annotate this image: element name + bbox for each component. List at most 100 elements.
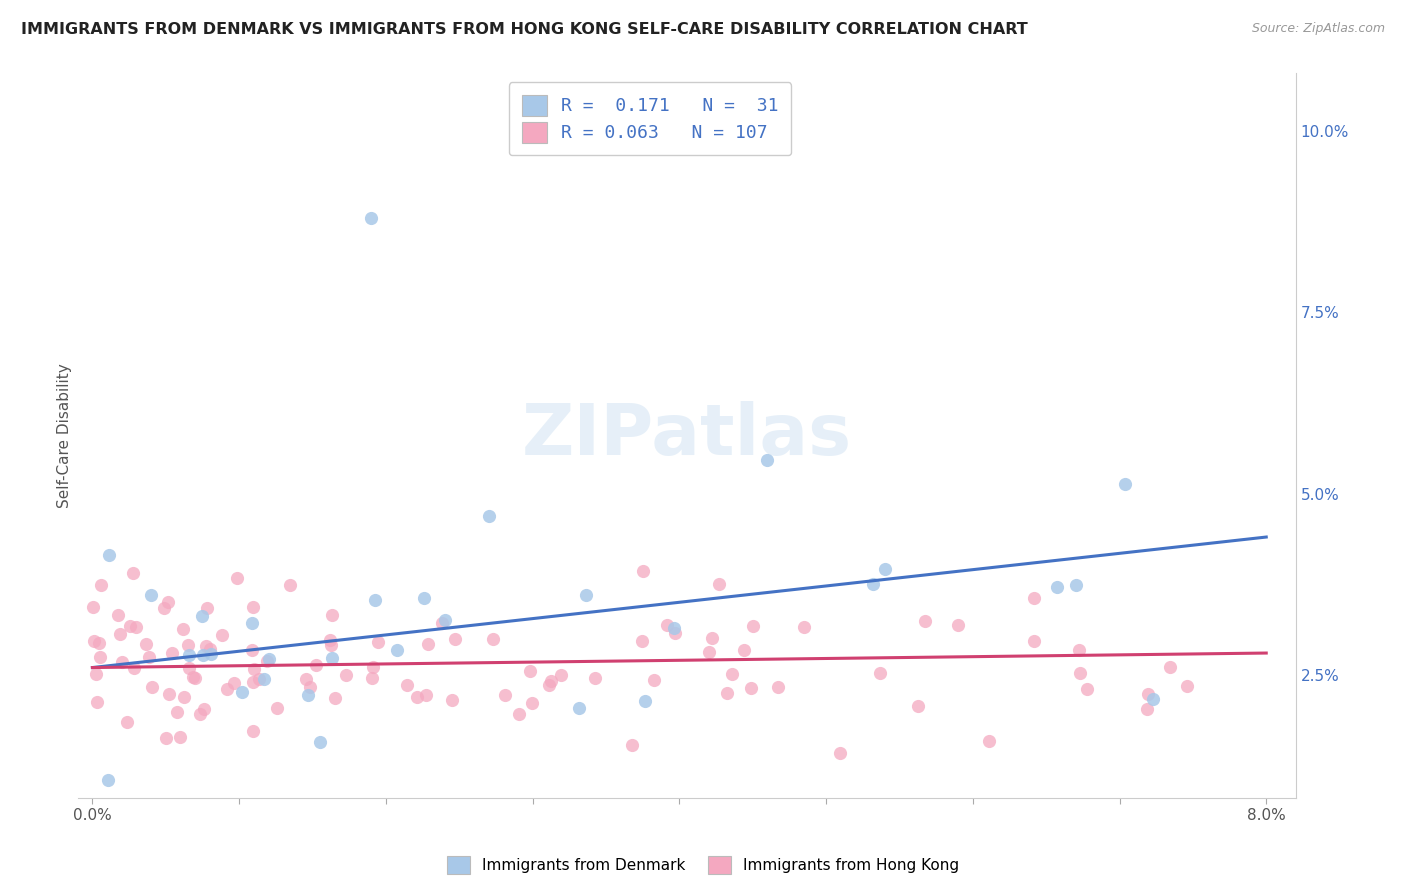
Point <box>141 588 163 602</box>
Point <box>89 650 111 665</box>
Point <box>184 672 207 686</box>
Legend: Immigrants from Denmark, Immigrants from Hong Kong: Immigrants from Denmark, Immigrants from… <box>440 850 966 880</box>
Point <box>111 655 134 669</box>
Point <box>1069 666 1091 681</box>
Point <box>1114 477 1136 491</box>
Point <box>135 637 157 651</box>
Point <box>907 699 929 714</box>
Legend: R =  0.171   N =  31, R = 0.063   N = 107: R = 0.171 N = 31, R = 0.063 N = 107 <box>509 82 792 155</box>
Point <box>280 577 302 591</box>
Point <box>733 643 755 657</box>
Point <box>1076 681 1098 696</box>
Point <box>193 702 215 716</box>
Point <box>742 619 765 633</box>
Point <box>709 576 731 591</box>
Point <box>418 637 440 651</box>
Point <box>413 591 436 605</box>
Point <box>211 628 233 642</box>
Point <box>755 453 778 467</box>
Point <box>188 706 211 721</box>
Point <box>385 642 408 657</box>
Point <box>522 696 544 710</box>
Point <box>621 738 644 752</box>
Point <box>519 664 541 678</box>
Point <box>430 616 453 631</box>
Point <box>107 608 129 623</box>
Point <box>295 673 318 687</box>
Point <box>550 668 572 682</box>
Point <box>225 571 247 585</box>
Point <box>138 650 160 665</box>
Text: Source: ZipAtlas.com: Source: ZipAtlas.com <box>1251 22 1385 36</box>
Point <box>396 677 419 691</box>
Point <box>117 714 139 729</box>
Point <box>156 595 179 609</box>
Point <box>631 633 654 648</box>
Point <box>155 731 177 745</box>
Point <box>1067 643 1090 657</box>
Point <box>538 678 561 692</box>
Point <box>1046 581 1069 595</box>
Point <box>240 616 263 631</box>
Point <box>125 620 148 634</box>
Point <box>318 633 340 648</box>
Point <box>657 618 679 632</box>
Point <box>298 680 321 694</box>
Point <box>191 648 214 663</box>
Point <box>247 673 270 687</box>
Point <box>166 705 188 719</box>
Point <box>1159 660 1181 674</box>
Point <box>662 621 685 635</box>
Point <box>828 747 851 761</box>
Y-axis label: Self-Care Disability: Self-Care Disability <box>58 363 72 508</box>
Point <box>222 675 245 690</box>
Point <box>242 674 264 689</box>
Point <box>583 671 606 685</box>
Point <box>1137 687 1160 701</box>
Point <box>323 690 346 705</box>
Point <box>1022 591 1045 605</box>
Point <box>720 667 742 681</box>
Point <box>634 694 657 708</box>
Point <box>415 688 437 702</box>
Point <box>444 632 467 646</box>
Point <box>198 641 221 656</box>
Point <box>1177 680 1199 694</box>
Point <box>84 666 107 681</box>
Point <box>360 211 382 225</box>
Point <box>575 588 598 602</box>
Point <box>568 701 591 715</box>
Point <box>243 662 266 676</box>
Point <box>716 686 738 700</box>
Point <box>766 681 789 695</box>
Point <box>361 659 384 673</box>
Point <box>873 562 896 576</box>
Point <box>305 657 328 672</box>
Point <box>948 618 970 632</box>
Point <box>169 730 191 744</box>
Point <box>200 647 222 661</box>
Point <box>664 625 686 640</box>
Point <box>124 661 146 675</box>
Point <box>740 681 762 695</box>
Point <box>367 634 389 648</box>
Point <box>160 646 183 660</box>
Point <box>242 599 264 614</box>
Point <box>259 652 281 666</box>
Point <box>979 734 1001 748</box>
Point <box>631 565 654 579</box>
Point <box>181 670 204 684</box>
Point <box>297 688 319 702</box>
Point <box>177 638 200 652</box>
Point <box>82 599 104 614</box>
Point <box>862 576 884 591</box>
Point <box>141 680 163 694</box>
Point <box>97 773 120 788</box>
Point <box>321 651 343 665</box>
Point <box>177 648 200 662</box>
Point <box>240 643 263 657</box>
Point <box>110 627 132 641</box>
Point <box>308 735 330 749</box>
Point <box>793 620 815 634</box>
Point <box>364 593 387 607</box>
